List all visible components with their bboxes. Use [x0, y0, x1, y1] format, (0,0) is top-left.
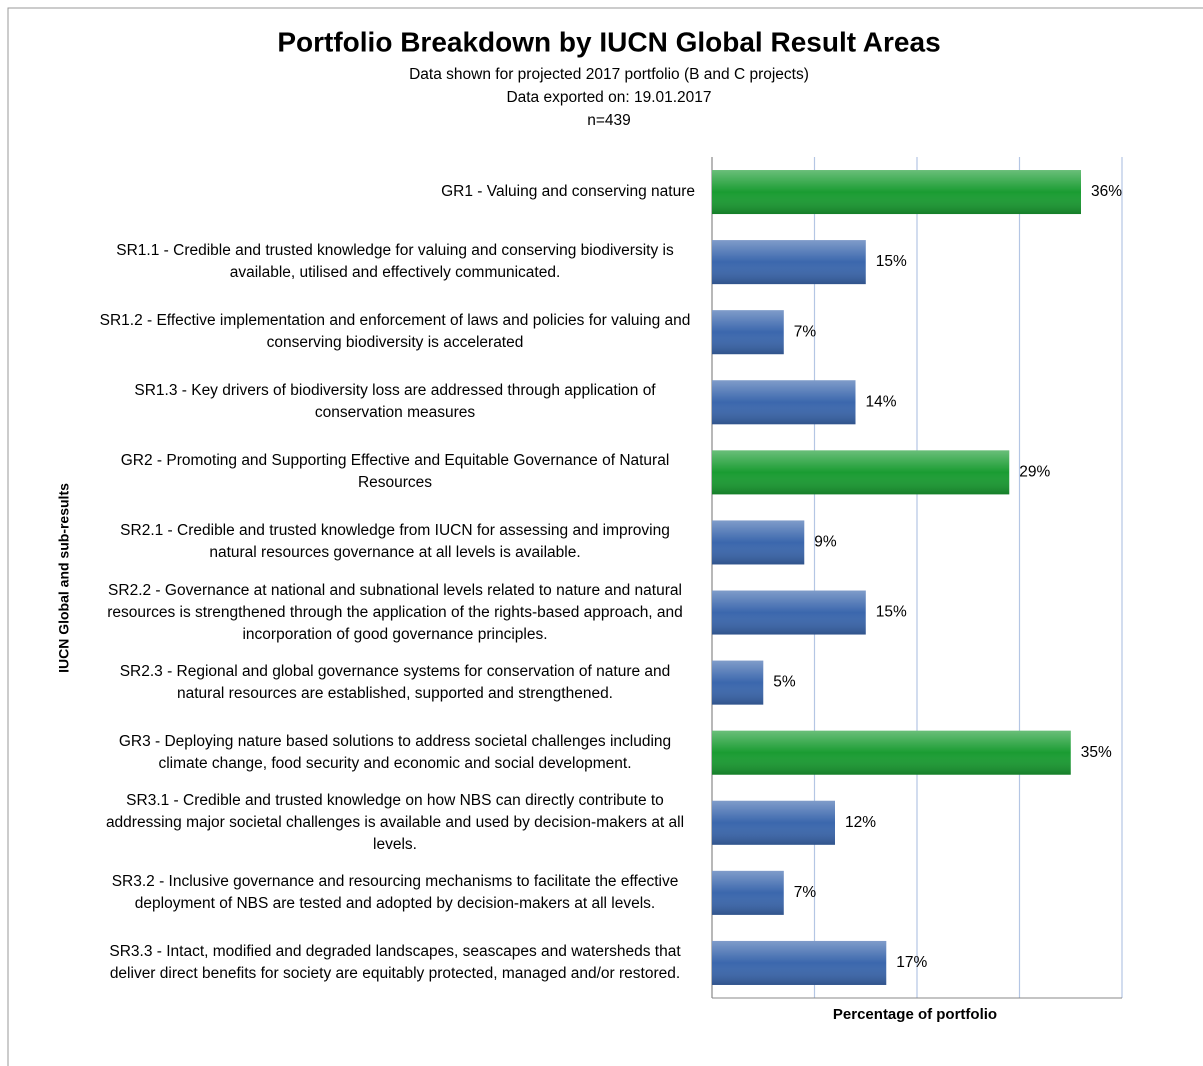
value-label: 12% [845, 814, 876, 831]
category-label-box: SR1.2 - Effective implementation and enf… [95, 310, 695, 354]
bar-shade [712, 590, 866, 635]
category-label: SR3.2 - Inclusive governance and resourc… [111, 872, 679, 912]
value-label: 14% [866, 393, 897, 410]
category-label-box: SR1.1 - Credible and trusted knowledge f… [95, 240, 695, 284]
category-label: SR1.3 - Key drivers of biodiversity loss… [134, 382, 656, 422]
category-label-box: SR2.2 - Governance at national and subna… [95, 580, 695, 646]
category-label-box: GR3 - Deploying nature based solutions t… [95, 731, 695, 775]
category-label-box: SR3.2 - Inclusive governance and resourc… [95, 871, 695, 915]
category-label: GR1 - Valuing and conserving nature [441, 183, 695, 201]
value-label: 36% [1091, 183, 1122, 200]
bar-shade [712, 940, 887, 985]
category-label: SR2.1 - Credible and trusted knowledge f… [120, 522, 670, 562]
category-label-box: SR3.3 - Intact, modified and degraded la… [95, 941, 695, 985]
value-label: 7% [794, 323, 817, 340]
value-label: 29% [1019, 463, 1050, 480]
category-label-box: GR2 - Promoting and Supporting Effective… [95, 450, 695, 494]
category-label-box: SR1.3 - Key drivers of biodiversity loss… [95, 380, 695, 424]
bar-shade [712, 450, 1010, 495]
frame [7, 7, 1203, 1066]
bar-shade [712, 660, 764, 705]
bar-shade [712, 800, 835, 845]
chart-title: Portfolio Breakdown by IUCN Global Resul… [277, 26, 940, 57]
bar-shade [712, 520, 805, 565]
value-label: 15% [876, 604, 907, 621]
category-label-box: SR2.3 - Regional and global governance s… [95, 661, 695, 705]
category-label: SR1.1 - Credible and trusted knowledge f… [116, 242, 674, 282]
subtitle: Data exported on: 19.01.2017 [506, 89, 711, 106]
bar-shade [712, 310, 784, 355]
value-label: 7% [794, 884, 817, 901]
category-label: SR3.3 - Intact, modified and degraded la… [109, 942, 681, 982]
category-label: SR3.1 - Credible and trusted knowledge o… [105, 791, 685, 853]
value-label: 17% [896, 954, 927, 971]
category-label: GR3 - Deploying nature based solutions t… [118, 732, 672, 772]
value-label: 9% [814, 534, 837, 551]
category-label: SR2.2 - Governance at national and subna… [107, 581, 683, 643]
category-label-box: SR2.1 - Credible and trusted knowledge f… [95, 520, 695, 564]
subtitle: Data shown for projected 2017 portfolio … [409, 66, 809, 83]
category-label-box: GR1 - Valuing and conserving nature [95, 181, 695, 203]
value-label: 5% [773, 674, 796, 691]
bar-shade [712, 730, 1071, 775]
subtitle: n=439 [587, 112, 631, 129]
bar-shade [712, 380, 856, 425]
category-label-box: SR3.1 - Credible and trusted knowledge o… [95, 790, 695, 856]
bar-shade [712, 870, 784, 915]
value-label: 15% [876, 253, 907, 270]
category-label: SR2.3 - Regional and global governance s… [119, 662, 671, 702]
category-label: SR1.2 - Effective implementation and enf… [99, 312, 691, 352]
category-label: GR2 - Promoting and Supporting Effective… [120, 452, 670, 492]
value-label: 35% [1081, 744, 1112, 761]
y-axis-title: IUCN Global and sub-results [56, 483, 72, 673]
x-axis-title: Percentage of portfolio [833, 1006, 997, 1023]
bar-shade [712, 170, 1081, 215]
bar-shade [712, 240, 866, 285]
